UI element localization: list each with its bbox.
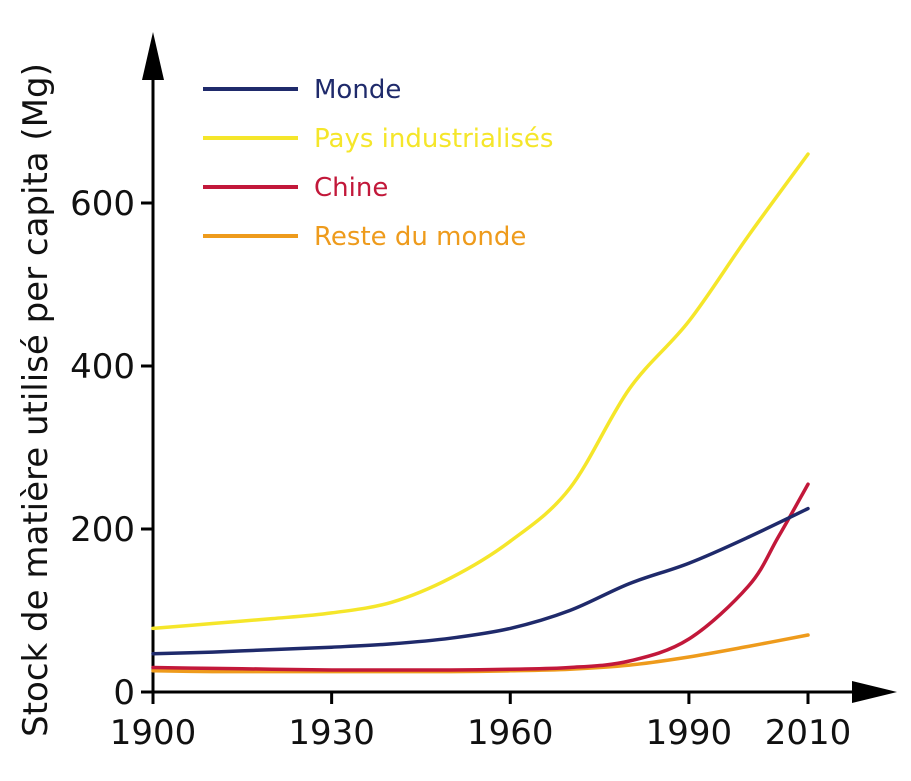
legend-label: Monde <box>314 75 401 105</box>
series-line-reste-du-monde <box>151 633 810 674</box>
y-axis-label: Stock de matière utilisé per capita (Mg) <box>16 63 56 737</box>
x-tick-label: 1930 <box>288 713 375 753</box>
x-tick-label: 1900 <box>110 713 197 753</box>
y-tick-label: 0 <box>113 673 135 713</box>
legend-label: Pays industrialisés <box>314 124 553 154</box>
y-axis-arrow <box>142 32 164 80</box>
series-line-monde <box>151 506 810 656</box>
legend: Monde Pays industrialisés Chine Reste du mo… <box>203 75 553 252</box>
legend-label: Chine <box>314 173 388 203</box>
legend-label: Reste du monde <box>314 222 526 252</box>
y-tick-label: 200 <box>70 510 135 550</box>
x-tick-label: 1960 <box>467 713 554 753</box>
y-tick-label: 600 <box>70 184 135 224</box>
x-tick-label: 1990 <box>646 713 733 753</box>
axis-ticks: 1900 1930 1960 1990 2010 0 200 400 600 <box>70 184 851 753</box>
y-tick-label: 400 <box>70 347 135 387</box>
x-axis-arrow <box>852 681 897 703</box>
series-line-chine <box>151 482 810 672</box>
x-tick-label: 2010 <box>765 713 852 753</box>
series-lines <box>151 152 810 674</box>
series-line-pays-industrialis-s <box>151 152 810 631</box>
